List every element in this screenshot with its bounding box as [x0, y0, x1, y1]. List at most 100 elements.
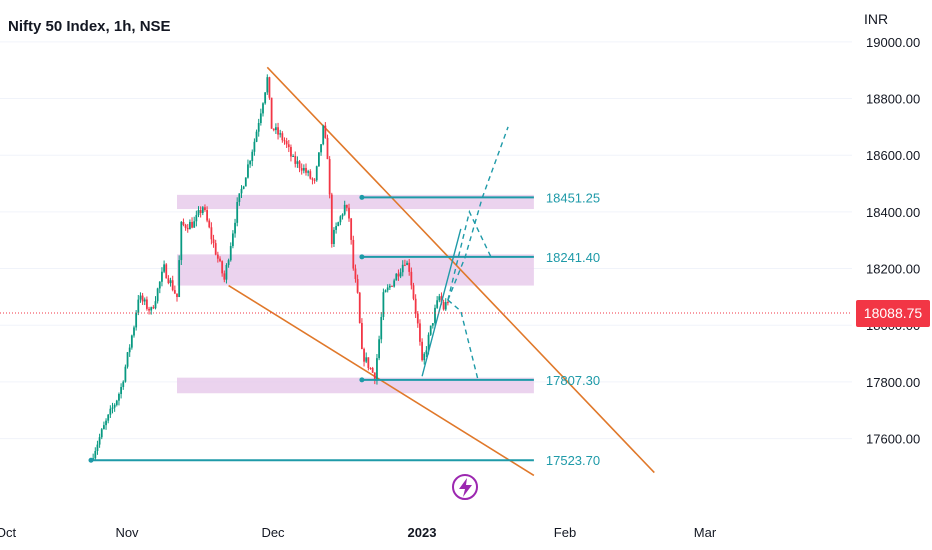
trend-line: [266, 66, 655, 474]
candle-body: [281, 133, 284, 141]
candle-body: [126, 352, 129, 367]
candle-body: [161, 271, 163, 282]
candle-body: [283, 140, 286, 142]
x-tick-label: 2023: [408, 525, 437, 540]
candle-body: [201, 207, 204, 214]
level-label: 17807.30: [546, 373, 600, 388]
candle-body: [100, 429, 103, 438]
candle-body: [242, 186, 245, 189]
candle-body: [326, 137, 329, 160]
candle-body: [376, 358, 378, 381]
projection-up: [447, 126, 509, 301]
candle-body: [356, 278, 359, 293]
x-tick-label: Dec: [261, 525, 285, 540]
y-tick-label: 19000.00: [866, 35, 920, 50]
candle-body: [363, 348, 365, 362]
candle-body: [197, 210, 200, 216]
candle-body: [249, 161, 251, 165]
y-tick-label: 18400.00: [866, 205, 920, 220]
candle-body: [244, 177, 247, 187]
candle-body: [292, 156, 294, 158]
candle-body: [371, 368, 374, 373]
candle-body: [182, 221, 185, 225]
candle-body: [107, 414, 110, 421]
candle-body: [259, 113, 262, 123]
candle-body: [227, 260, 230, 265]
candle-body: [208, 220, 211, 228]
candle-body: [315, 166, 318, 181]
level-lines: 18451.25 18241.40 17807.30 17523.70: [88, 190, 600, 468]
candle-body: [152, 307, 155, 309]
candle-body: [320, 144, 322, 153]
candle-body: [135, 312, 138, 328]
candle-body: [122, 381, 125, 387]
candle-body: [386, 287, 389, 291]
candle-body: [330, 194, 333, 245]
candle-body: [238, 193, 241, 202]
candle-body: [391, 285, 393, 287]
level-label: 17523.70: [546, 453, 600, 468]
candle-body: [388, 285, 391, 288]
candle-body: [143, 299, 146, 302]
candle-body: [98, 437, 101, 445]
candle-body: [401, 264, 404, 273]
x-tick-label: Oct: [0, 525, 16, 540]
projection-arrows: [421, 126, 509, 381]
candle-body: [305, 167, 307, 173]
candle-body: [369, 367, 372, 369]
candle-body: [195, 215, 198, 222]
candle-body: [236, 201, 239, 223]
candle-body: [348, 207, 350, 219]
candle-body: [434, 307, 436, 324]
candle-body: [105, 420, 107, 426]
candle-body: [436, 300, 439, 308]
candle-body: [440, 296, 443, 303]
candle-body: [229, 246, 232, 261]
candle-body: [345, 204, 348, 208]
candle-body: [335, 226, 337, 230]
candle-body: [431, 323, 434, 326]
projection-down: [447, 299, 479, 381]
candle-body: [264, 92, 267, 104]
candle-body: [137, 299, 140, 313]
support-resistance-zones: [177, 194, 534, 394]
candle-body: [412, 285, 415, 299]
event-badge[interactable]: [452, 474, 478, 500]
candle-body: [302, 167, 305, 171]
y-tick-label: 18800.00: [866, 92, 920, 107]
candle-body: [287, 144, 290, 148]
candle-body: [221, 261, 224, 274]
candle-body: [337, 222, 340, 227]
candle-body: [339, 216, 342, 223]
lightning-icon: [459, 478, 472, 497]
candle-body: [212, 239, 215, 244]
candle-body: [120, 386, 122, 394]
candle-body: [438, 296, 441, 301]
candle-body: [298, 161, 301, 169]
candle-body: [148, 308, 150, 311]
candle-body: [240, 188, 243, 194]
candle-body: [367, 357, 370, 368]
candle-body: [109, 408, 112, 415]
candle-body: [225, 264, 228, 280]
y-tick-label: 17600.00: [866, 432, 920, 447]
candle-body: [350, 218, 353, 240]
candle-body: [158, 281, 161, 289]
candle-body: [199, 210, 202, 214]
candle-body: [191, 221, 193, 228]
candle-body: [133, 327, 135, 336]
y-tick-label: 18200.00: [866, 262, 920, 277]
candle-body: [429, 325, 432, 335]
candle-body: [178, 260, 181, 297]
candle-body: [395, 273, 398, 281]
x-tick-label: Feb: [554, 525, 576, 540]
candle-body: [141, 295, 144, 302]
candle-body: [270, 97, 273, 129]
candle-body: [113, 404, 116, 408]
candle-body: [234, 222, 236, 234]
candle-body: [139, 295, 142, 300]
candles: [92, 74, 449, 462]
candle-body: [307, 171, 310, 173]
candle-body: [416, 313, 419, 324]
